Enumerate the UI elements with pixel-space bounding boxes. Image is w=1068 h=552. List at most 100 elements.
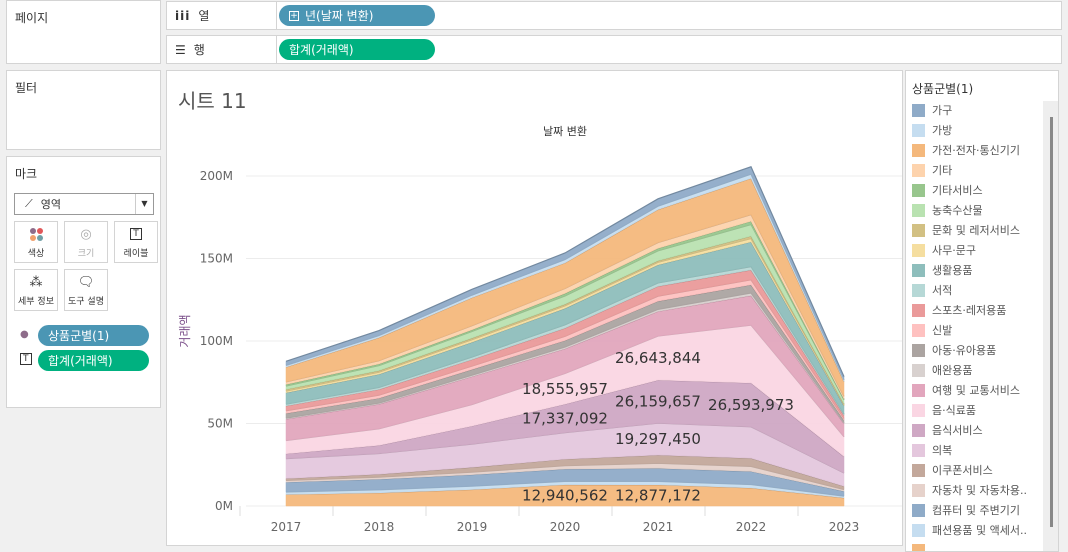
- data-label: 12,877,172: [615, 486, 701, 504]
- sheet-title: 시트 11: [178, 89, 247, 113]
- legend-label: 패션용품 및 액세서..: [932, 524, 1027, 537]
- legend-item[interactable]: 서적: [912, 282, 952, 298]
- sum-pill-label: 합계(거래액): [289, 43, 354, 57]
- legend-item[interactable]: 의복: [912, 442, 952, 458]
- rows-shelf[interactable]: ☰ 행 합계(거래액): [166, 35, 1062, 64]
- legend-item[interactable]: 여행 및 교통서비스: [912, 382, 1020, 398]
- size-button[interactable]: ◎ 크기: [64, 221, 108, 263]
- area-chart-icon: ⟋: [25, 197, 33, 210]
- legend-scrollbar[interactable]: [1043, 101, 1058, 551]
- label-button[interactable]: T 레이블: [114, 221, 158, 263]
- x-tick-label: 2019: [457, 520, 488, 534]
- area-series-edge: [285, 166, 845, 377]
- legend-swatch: [912, 383, 925, 397]
- legend-label: 기타: [932, 164, 953, 177]
- legend-swatch: [912, 283, 925, 297]
- legend-label: 문화 및 레저서비스: [932, 224, 1020, 237]
- sum-amount-pill[interactable]: 합계(거래액): [279, 39, 435, 60]
- data-label: 17,337,092: [522, 409, 608, 427]
- legend-label: 이쿠폰서비스: [932, 464, 993, 477]
- legend-label: 기타서비스: [932, 184, 983, 197]
- legend-swatch: [912, 243, 925, 257]
- amount-pill-label: 합계(거래액): [48, 354, 113, 368]
- legend-item[interactable]: 기타서비스: [912, 182, 983, 198]
- text-label-icon: T: [115, 222, 157, 246]
- legend-item[interactable]: 자동차 및 자동차용..: [912, 482, 1027, 498]
- rows-icon: ☰: [175, 42, 186, 57]
- legend-item[interactable]: 음·식료품: [912, 402, 976, 418]
- mark-type-dropdown[interactable]: ⟋ 영역 ▼: [14, 193, 154, 215]
- legend-item[interactable]: 생활용품: [912, 262, 972, 278]
- amount-label-pill[interactable]: 합계(거래액): [38, 350, 149, 371]
- legend-item[interactable]: 사무·문구: [912, 242, 976, 258]
- legend-label: 의복: [932, 444, 953, 457]
- legend-label: 생활용품: [932, 264, 973, 277]
- category-color-pill[interactable]: 상품군별(1): [38, 325, 149, 346]
- data-label: 12,940,562: [522, 486, 608, 504]
- legend-label: 여행 및 교통서비스: [932, 384, 1020, 397]
- chart-panel: 시트 11 0M 50M 100M 150M 200M 날짜 변환 거래액 2017 2018 2…: [166, 70, 903, 546]
- legend-item[interactable]: 기타: [912, 162, 952, 178]
- detail-label: 세부 정보: [18, 297, 54, 307]
- color-icon: [15, 222, 57, 246]
- legend-label: 농축수산물: [932, 204, 983, 217]
- chevron-down-icon[interactable]: ▼: [135, 194, 153, 214]
- legend-swatch: [912, 123, 925, 137]
- legend-item[interactable]: [912, 542, 932, 551]
- tooltip-button[interactable]: 🗨 도구 설명: [64, 269, 108, 311]
- pages-title: 페이지: [15, 11, 49, 25]
- legend-swatch: [912, 263, 925, 277]
- data-label: 19,297,450: [615, 430, 701, 448]
- legend-item[interactable]: 패션용품 및 액세서..: [912, 522, 1027, 538]
- detail-button[interactable]: ⁂ 세부 정보: [14, 269, 58, 311]
- legend-label: 애완용품: [932, 364, 973, 377]
- year-pill-label: 년(날짜 변환): [305, 9, 374, 23]
- marks-panel: 마크 ⟋ 영역 ▼ 색상 ◎ 크기 T 레이블 ⁂ 세부 정보 🗨 도구 설명 ● 상품군…: [6, 156, 161, 408]
- legend-label: 음식서비스: [932, 424, 983, 437]
- legend-item[interactable]: 문화 및 레저서비스: [912, 222, 1020, 238]
- legend-title: 상품군별(1): [912, 82, 974, 96]
- legend-swatch: [912, 503, 925, 517]
- legend-item[interactable]: 신발: [912, 322, 952, 338]
- legend-swatch: [912, 403, 925, 417]
- legend-swatch: [912, 143, 925, 157]
- legend-item[interactable]: 아동·유아용품: [912, 342, 996, 358]
- data-label: 26,643,844: [615, 349, 701, 367]
- y-tick-label: 200M: [200, 169, 233, 183]
- legend-label: 가구: [932, 104, 953, 117]
- columns-shelf[interactable]: iii 열 + 년(날짜 변환): [166, 1, 1062, 30]
- x-tick-label: 2017: [271, 520, 302, 534]
- y-tick-label: 0M: [215, 499, 233, 513]
- x-tick-label: 2020: [550, 520, 581, 534]
- x-tick-label: 2018: [364, 520, 395, 534]
- legend-item[interactable]: 가구: [912, 102, 952, 118]
- color-button[interactable]: 색상: [14, 221, 58, 263]
- year-date-pill[interactable]: + 년(날짜 변환): [279, 5, 435, 26]
- data-label: 26,159,657: [615, 393, 701, 411]
- data-label: 26,593,973: [708, 396, 794, 414]
- filters-panel[interactable]: 필터: [6, 70, 161, 150]
- x-tick-label: 2023: [829, 520, 860, 534]
- column-header: 날짜 변환: [543, 125, 587, 138]
- expand-icon[interactable]: +: [289, 10, 299, 21]
- size-label: 크기: [77, 249, 95, 259]
- legend-item[interactable]: 가방: [912, 122, 952, 138]
- legend-item[interactable]: 가전·전자·통신기기: [912, 142, 1020, 158]
- legend-item[interactable]: 음식서비스: [912, 422, 983, 438]
- legend-item[interactable]: 스포츠·레저용품: [912, 302, 1006, 318]
- y-tick-label: 100M: [200, 334, 233, 348]
- legend-swatch: [912, 163, 925, 177]
- legend-item[interactable]: 농축수산물: [912, 202, 983, 218]
- legend-swatch: [912, 323, 925, 337]
- filters-title: 필터: [15, 81, 38, 95]
- detail-icon: ⁂: [29, 274, 43, 290]
- legend-item[interactable]: 이쿠폰서비스: [912, 462, 993, 478]
- pages-panel[interactable]: 페이지: [6, 0, 161, 64]
- y-tick-label: 150M: [200, 252, 233, 266]
- legend-label: 서적: [932, 284, 953, 297]
- legend-item[interactable]: 애완용품: [912, 362, 972, 378]
- tooltip-icon: 🗨: [77, 274, 95, 290]
- color-label: 색상: [27, 249, 45, 259]
- legend-item[interactable]: 컴퓨터 및 주변기기: [912, 502, 1020, 518]
